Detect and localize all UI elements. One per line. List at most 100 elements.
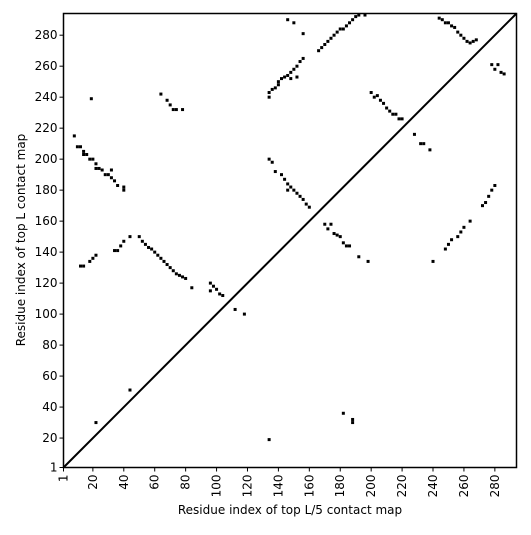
y-tick-label: 260 — [35, 59, 58, 73]
contact — [443, 247, 447, 251]
y-tick-label: 240 — [35, 90, 58, 104]
contact — [208, 281, 212, 285]
contact — [462, 225, 466, 229]
contact — [273, 170, 277, 174]
contact — [292, 67, 296, 71]
x-tick-label: 20 — [86, 475, 100, 490]
contact — [103, 173, 107, 177]
contact — [301, 32, 305, 36]
contact — [94, 253, 98, 257]
contact — [450, 238, 454, 242]
plot-frame — [62, 12, 518, 469]
contact — [307, 205, 311, 209]
contact — [156, 253, 160, 257]
contact — [82, 149, 86, 153]
contact — [375, 94, 379, 98]
contact — [385, 106, 389, 110]
contact — [378, 98, 382, 102]
x-tick-label: 160 — [302, 475, 316, 498]
contact — [137, 235, 141, 239]
contact — [428, 148, 432, 152]
diagonal — [62, 12, 518, 469]
contact — [462, 36, 466, 40]
contact — [273, 86, 277, 90]
contact — [88, 157, 92, 161]
contact — [357, 13, 361, 17]
contact — [215, 287, 219, 291]
contact — [267, 95, 271, 99]
contact — [221, 294, 225, 298]
contact — [128, 235, 132, 239]
contact — [286, 188, 290, 192]
contact — [363, 13, 367, 17]
contact — [177, 273, 181, 277]
x-tick-label: 260 — [457, 475, 471, 498]
contact — [116, 183, 120, 187]
contact — [116, 249, 120, 253]
x-tick-label: 200 — [364, 475, 378, 498]
contact — [147, 245, 151, 249]
contact — [459, 33, 463, 37]
contact — [440, 18, 444, 22]
contact — [459, 230, 463, 234]
contact — [82, 264, 86, 268]
contact — [480, 204, 484, 208]
contact — [113, 179, 117, 183]
y-tick-label: 1 — [50, 461, 58, 475]
contact — [270, 160, 274, 164]
contact — [422, 142, 426, 146]
contact — [456, 30, 460, 34]
contact — [122, 188, 126, 192]
contact — [181, 275, 185, 279]
contact — [344, 244, 348, 248]
contact — [89, 97, 93, 101]
contact — [283, 177, 287, 181]
contact — [211, 284, 215, 288]
contact — [159, 256, 163, 260]
contact — [286, 73, 290, 77]
contact — [335, 30, 339, 34]
contact — [450, 24, 454, 28]
contact — [369, 91, 373, 95]
contact — [323, 222, 327, 226]
contact — [471, 39, 475, 43]
contact — [487, 194, 491, 198]
contact — [267, 157, 271, 161]
x-tick-label: 1 — [57, 475, 71, 483]
contact — [419, 142, 423, 146]
contact — [348, 21, 352, 25]
contact — [502, 72, 506, 76]
contact — [113, 249, 117, 253]
contact — [326, 227, 330, 231]
contact — [289, 185, 293, 189]
y-tick-label: 140 — [35, 245, 58, 259]
contact — [304, 202, 308, 206]
contact — [298, 194, 302, 198]
contact — [354, 15, 358, 19]
contact — [72, 134, 76, 138]
contact — [279, 173, 283, 177]
contact — [168, 266, 172, 270]
x-tick-label: 220 — [395, 475, 409, 498]
contact — [341, 27, 345, 31]
contact — [162, 259, 166, 263]
contact — [453, 25, 457, 29]
x-tick-label: 140 — [271, 475, 285, 498]
contact — [218, 292, 222, 296]
y-tick-label: 80 — [42, 338, 57, 352]
contact — [75, 145, 79, 149]
x-axis-label: Residue index of top L/5 contact map — [178, 503, 402, 517]
contact — [295, 75, 299, 79]
contact — [329, 36, 333, 40]
contact — [94, 421, 98, 425]
contact — [159, 92, 163, 96]
contact — [286, 18, 290, 22]
contact — [143, 242, 147, 246]
contact — [276, 83, 280, 87]
contact — [181, 108, 185, 112]
contact — [190, 286, 194, 290]
contact — [357, 255, 361, 259]
contact — [344, 24, 348, 28]
x-tick-label: 120 — [240, 475, 254, 498]
